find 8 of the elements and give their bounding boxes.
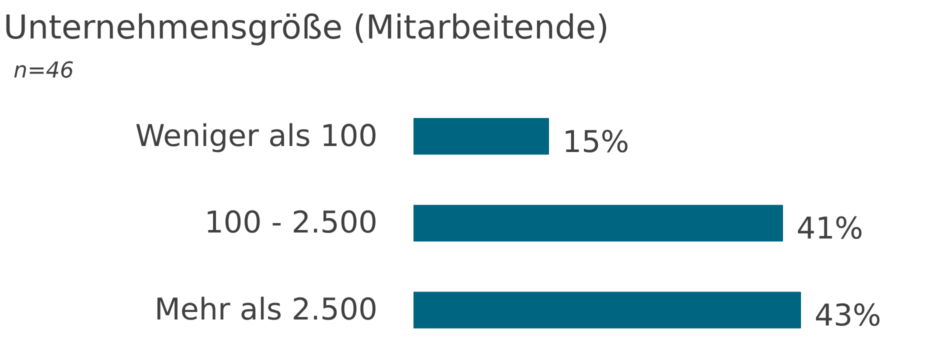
data-label: 41% — [796, 212, 864, 247]
y-tick-label: Mehr als 2.500 — [154, 292, 378, 328]
y-tick-label: 100 - 2.500 — [204, 206, 378, 241]
data-label: 43% — [814, 298, 882, 334]
data-label: 15% — [562, 124, 630, 160]
y-tick-label: Weniger als 100 — [135, 118, 378, 154]
text: n=46 — [14, 58, 74, 84]
chart-title: Unternehmensgröße (Mitarbeitende) — [4, 8, 609, 46]
